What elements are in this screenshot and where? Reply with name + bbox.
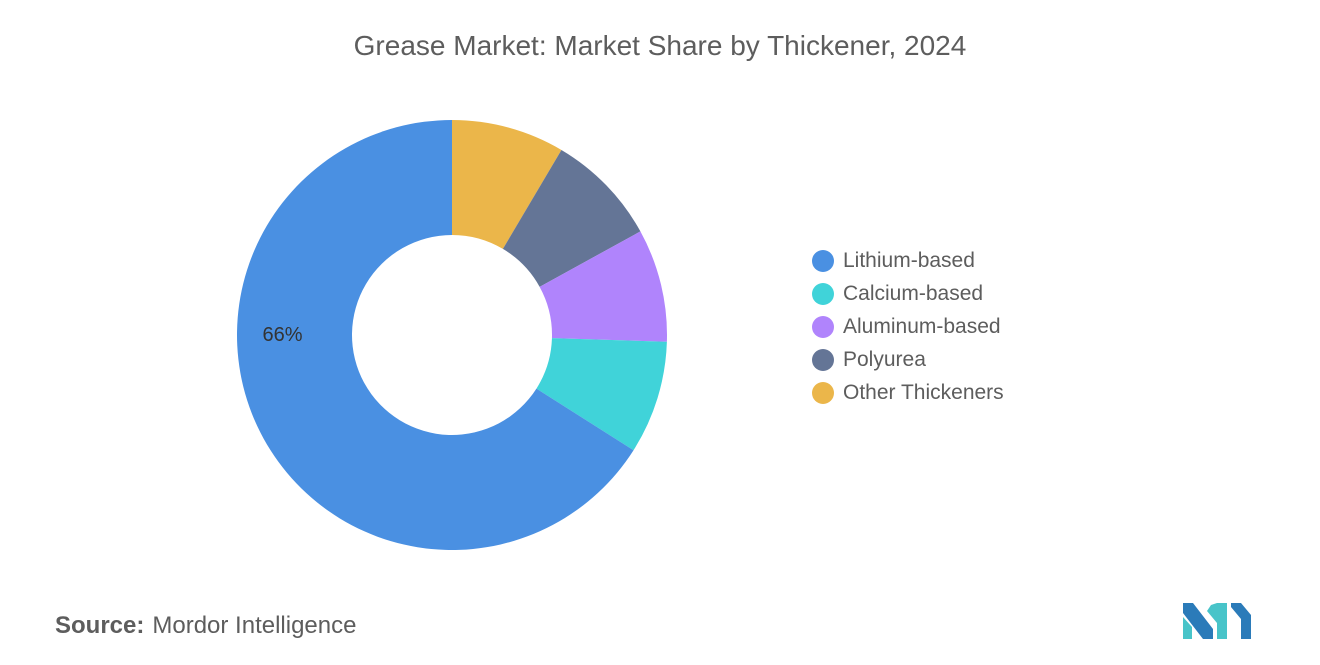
source-note: Source: Mordor Intelligence bbox=[55, 612, 356, 640]
legend-swatch bbox=[812, 315, 834, 338]
slice-aluminum-based bbox=[539, 231, 668, 342]
legend-label: Lithium-based bbox=[843, 248, 975, 272]
legend-swatch bbox=[812, 249, 834, 272]
legend-item: Lithium-based bbox=[812, 244, 1004, 277]
legend-item: Calcium-based bbox=[812, 277, 1004, 310]
legend-item: Aluminum-based bbox=[812, 310, 1004, 343]
data-label: 66% bbox=[262, 324, 302, 346]
source-label: Source: bbox=[55, 612, 145, 639]
legend-label: Aluminum-based bbox=[843, 314, 1001, 338]
slice-calcium-based bbox=[536, 338, 667, 451]
chart-title: Grease Market: Market Share by Thickener… bbox=[353, 30, 967, 61]
slice-polyurea bbox=[502, 149, 641, 287]
slice-other-thickeners bbox=[452, 120, 562, 249]
legend-label: Other Thickeners bbox=[843, 380, 1004, 404]
legend-swatch bbox=[812, 348, 834, 371]
slice-lithium-based bbox=[236, 120, 634, 550]
legend-label: Calcium-based bbox=[843, 281, 984, 305]
legend-swatch bbox=[812, 381, 834, 404]
legend-item: Other Thickeners bbox=[812, 376, 1004, 409]
chart-legend: Lithium-based Calcium-based Aluminum-based… bbox=[812, 244, 1004, 409]
mordor-intelligence-logo bbox=[1183, 603, 1251, 639]
legend-swatch bbox=[812, 282, 834, 305]
legend-item: Polyurea bbox=[812, 343, 1004, 376]
legend-label: Polyurea bbox=[843, 347, 926, 371]
source-value: Mordor Intelligence bbox=[152, 612, 357, 639]
